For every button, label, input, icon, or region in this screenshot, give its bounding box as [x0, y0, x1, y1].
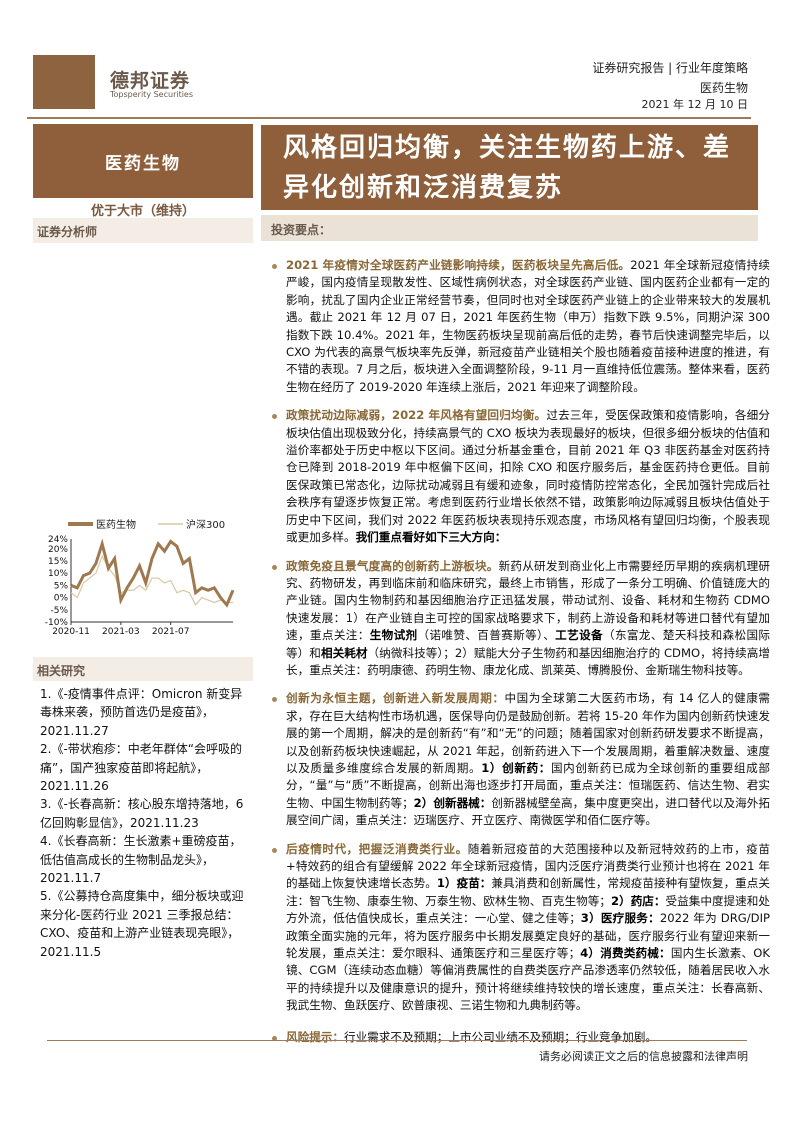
report-type: 证券研究报告 | 行业年度策略	[592, 61, 748, 75]
body-text: （纳微科技等）；2）赋能大分子生物药和基因细胞治疗的 CDMO，将持续高增长，重…	[286, 645, 770, 677]
body-text: 随着新冠疫苗的大范围接种以及新冠特效药的上市，疫苗+特效药的组合有望缓解 202…	[286, 841, 770, 891]
related-research-item[interactable]: 5.《公募持仓高度集中，细分板块或迎来分化-医药行业 2021 三季报总结：CX…	[40, 889, 244, 959]
related-research-item[interactable]: 1.《-疫情事件点评：Omicron 新变异毒株来袭，预防首选仍是疫苗》，202…	[40, 687, 243, 738]
body-text: （东富龙、楚天科技和森松国际等）和	[286, 628, 770, 660]
footer-divider	[47, 1040, 747, 1041]
legend-label-series1: 医药生物	[96, 518, 136, 531]
analyst-label: 证券分析师	[33, 218, 253, 243]
related-research-item[interactable]: 3.《-长春高新：核心股东增持落地，6 亿回购彰显信》，2021.11.23	[40, 797, 244, 830]
footer-disclaimer: 请务必阅读正文之后的信息披露和法律声明	[539, 1050, 748, 1063]
y-tick-label: 15%	[48, 557, 68, 567]
bullet-point: 后疫情时代，把握泛消费类行业。随着新冠疫苗的大范围接种以及新冠特效药的上市，疫苗…	[270, 841, 770, 1015]
bullet-icon	[272, 1035, 277, 1041]
bullet-point: 2021 年疫情对全球医药产业链影响持续，医药板块呈先高后低。2021 年全球新…	[270, 257, 770, 396]
body-text: 过去三年，受医保政策和疫情影响，各细分板块估值出现极致分化，持续高景气的 CXO…	[286, 408, 770, 545]
sector-box: 医药生物	[33, 124, 253, 198]
bold-text: 我们重点看好如下三大方向：	[355, 530, 507, 545]
body-text: 行业需求不及预期；上市公司业绩不及预期；行业竞争加剧。	[343, 1029, 658, 1044]
body-text: 2022 年为 DRG/DIP 政策全面实施的元年，将为医疗服务中长期发展奠定良…	[286, 911, 770, 961]
bold-text: 1）疫苗：	[436, 876, 492, 891]
x-tick-label: 2021-03	[102, 627, 140, 637]
bullet-heading: 风险提示：	[286, 1029, 344, 1044]
bullet-icon	[272, 564, 277, 570]
bold-text: 相关耗材	[320, 645, 368, 660]
y-tick-label: 24%	[48, 535, 68, 545]
bold-text: 工艺设备	[555, 628, 603, 643]
body-text: 2021 年全球新冠疫情持续严峻，国内疫情呈现散发性、区域性病例状态，对全球医药…	[286, 258, 770, 394]
y-tick-label: 5%	[54, 581, 69, 591]
bullet-point: 风险提示：行业需求不及预期；上市公司业绩不及预期；行业竞争加剧。	[270, 1029, 770, 1046]
report-sector: 医药生物	[699, 81, 748, 95]
bullet-heading: 2021 年疫情对全球医药产业链影响持续，医药板块呈先高后低。	[286, 258, 631, 272]
bullet-icon	[272, 414, 277, 420]
index-chart: 医药生物 沪深300 24% 20% 15% 10% 5% 0% -5% -10% 2020-11 2…	[33, 512, 255, 637]
y-tick-label: 0%	[54, 594, 69, 604]
y-tick-label: -5%	[50, 606, 68, 616]
rating-label: 优于大市（维持）	[90, 204, 195, 219]
company-name-en: Topsperity Securities	[110, 90, 194, 99]
body-text: 受益集中度提速和处方外流，低估值快成长，重点关注：一心堂、健之佳等；	[286, 893, 770, 926]
report-date: 2021 年 12 月 10 日	[641, 98, 748, 111]
bullet-point: 创新为永恒主题，创新进入新发展周期：中国为全球第二大医药市场，有 14 亿人的健…	[270, 690, 770, 829]
related-research-item[interactable]: 2.《-带状疱疹：中老年群体“会呼吸的痛”，国产独家疫苗即将起航》，2021.1…	[40, 742, 242, 794]
body-text: 新药从研发到商业化上市需要经历早期的疾病机理研究、药物研发，再到临床前和临床研究…	[286, 558, 770, 643]
y-tick-label: -10%	[45, 618, 69, 628]
bold-text: 生物试剂	[369, 628, 418, 643]
legend-label-series2: 沪深300	[186, 518, 225, 531]
related-research-item[interactable]: 4.《长春高新：生长激素+重磅疫苗，低估值高成长的生物制品龙头》，2021.11…	[40, 834, 242, 886]
series-line-2	[70, 554, 233, 606]
bullet-icon	[272, 697, 277, 703]
x-tick-label: 2021-07	[152, 627, 190, 637]
bullet-point: 政策免疫且景气度高的创新药上游板块。新药从研发到商业化上市需要经历早期的疾病机理…	[270, 558, 770, 680]
series-line-1	[70, 538, 235, 608]
investment-points: 2021 年疫情对全球医药产业链影响持续，医药板块呈先高后低。2021 年全球新…	[270, 257, 770, 1057]
bullet-icon	[272, 847, 277, 853]
divider	[27, 117, 751, 119]
company-name: 德邦证券	[110, 70, 191, 92]
y-tick-label: 20%	[48, 545, 68, 555]
chart-svg: 医药生物 沪深300 24%20% 15% 10% 5% 0% -5% -10%2020-11 2…	[45, 518, 235, 637]
bold-text: 1）创新药：	[481, 760, 551, 775]
body-text: （诺唯赞、百普赛斯等）、	[417, 628, 556, 643]
bullet-heading: 政策扰动边际减弱，2022 年风格有望回归均衡。	[286, 408, 547, 423]
bold-text: 4）消费类药械：	[580, 946, 671, 961]
bullet-icon	[272, 264, 277, 269]
y-tick-label: 10%	[48, 569, 68, 579]
report-title: 风格回归均衡，关注生物药上游、差异化创新和泛消费复苏	[261, 125, 758, 210]
report-header: 证券研究报告 | 行业年度策略 医药生物	[592, 58, 748, 98]
bullet-heading: 政策免疫且景气度高的创新药上游板块。	[286, 558, 499, 573]
body-text: 创新器械壁垒高，集中度更突出，进口替代以及海外拓展空间广阔，重点关注：迈瑞医疗、…	[286, 795, 770, 828]
logo-mark	[33, 55, 95, 109]
body-text: 中国为全球第二大医药市场，有 14 亿人的健康需求，存在巨大结构性市场机遇，医保…	[286, 691, 770, 775]
bold-text: 2）药店：	[611, 893, 666, 908]
bullet-heading: 创新为永恒主题，创新进入新发展周期：	[286, 691, 505, 706]
body-text: 国内生长激素、OK 镜、CGM（连续动态血糖）等偏消费属性的自费类医疗产品渗透率…	[286, 946, 770, 1013]
bold-text: 2）创新器械：	[413, 795, 492, 810]
body-text: 国内创新药已成为全球创新的重要组成部分，“量”与“质”不断提高，创新出海也逐步打…	[286, 760, 770, 810]
related-research-heading: 相关研究	[33, 657, 253, 681]
bold-text: 3）医疗服务：	[580, 911, 660, 926]
bullet-heading: 后疫情时代，把握泛消费类行业。	[286, 841, 468, 856]
x-tick-label: 2020-11	[52, 627, 90, 637]
related-research-list: 1.《-疫情事件点评：Omicron 新变异毒株来袭，预防首选仍是疫苗》，202…	[40, 685, 253, 961]
investment-points-heading: 投资要点：	[261, 215, 758, 241]
bullet-point: 政策扰动边际减弱，2022 年风格有望回归均衡。过去三年，受医保政策和疫情影响，…	[270, 407, 770, 546]
body-text: 兼具消费和创新属性，常规疫苗接种有望恢复，重点关注：智飞生物、康泰生物、万泰生物…	[286, 876, 770, 908]
